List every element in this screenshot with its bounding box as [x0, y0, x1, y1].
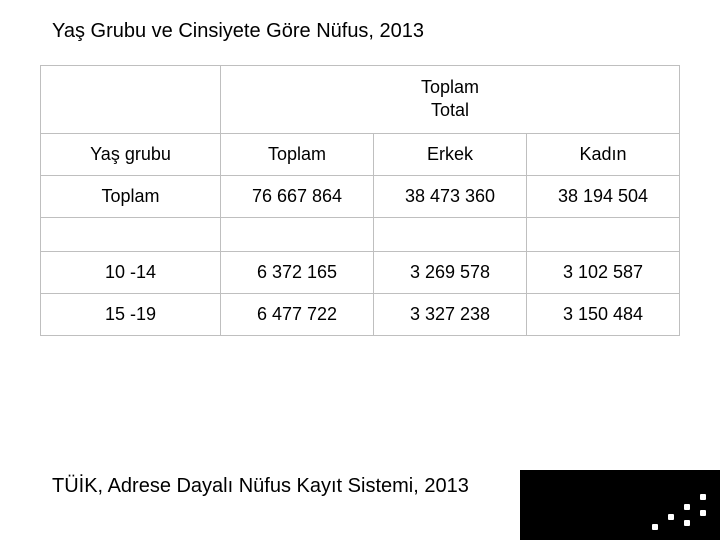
source-line: TÜİK, Adrese Dayalı Nüfus Kayıt Sistemi,…: [52, 475, 469, 498]
cell-total: 6 477 722: [221, 293, 374, 335]
cell-total: 6 372 165: [221, 251, 374, 293]
corner-dot: [700, 494, 706, 500]
corner-accent: [520, 470, 720, 540]
table-row-15-19: 15 -19 6 477 722 3 327 238 3 150 484: [41, 293, 680, 335]
empty-cell: [41, 217, 221, 251]
corner-dot: [684, 520, 690, 526]
table-spacer-row: [41, 217, 680, 251]
slide: Yaş Grubu ve Cinsiyete Göre Nüfus, 2013 …: [0, 0, 720, 540]
corner-dot: [700, 510, 706, 516]
cell-female: 3 102 587: [527, 251, 680, 293]
cell-female: 3 150 484: [527, 293, 680, 335]
header-group-total-line1: Toplam: [229, 76, 671, 99]
row-label: Toplam: [41, 175, 221, 217]
population-table: Toplam Total Yaş grubu Toplam Erkek Kadı…: [40, 65, 680, 336]
col-header-total: Toplam: [221, 133, 374, 175]
table-header-group-row: Toplam Total: [41, 66, 680, 134]
cell-male: 38 473 360: [374, 175, 527, 217]
empty-cell: [527, 217, 680, 251]
cell-female: 38 194 504: [527, 175, 680, 217]
row-label: 15 -19: [41, 293, 221, 335]
table-row-10-14: 10 -14 6 372 165 3 269 578 3 102 587: [41, 251, 680, 293]
header-group-total: Toplam Total: [221, 66, 680, 134]
corner-triangle: [520, 470, 720, 540]
cell-male: 3 327 238: [374, 293, 527, 335]
corner-dot: [652, 524, 658, 530]
header-group-total-line2: Total: [229, 99, 671, 122]
empty-cell: [374, 217, 527, 251]
empty-cell: [41, 66, 221, 134]
table-header-row: Yaş grubu Toplam Erkek Kadın: [41, 133, 680, 175]
cell-male: 3 269 578: [374, 251, 527, 293]
table-row-totals: Toplam 76 667 864 38 473 360 38 194 504: [41, 175, 680, 217]
col-header-age: Yaş grubu: [41, 133, 221, 175]
col-header-female: Kadın: [527, 133, 680, 175]
col-header-male: Erkek: [374, 133, 527, 175]
corner-dot: [668, 514, 674, 520]
empty-cell: [221, 217, 374, 251]
corner-dot: [684, 504, 690, 510]
slide-title: Yaş Grubu ve Cinsiyete Göre Nüfus, 2013: [0, 20, 720, 47]
row-label: 10 -14: [41, 251, 221, 293]
cell-total: 76 667 864: [221, 175, 374, 217]
